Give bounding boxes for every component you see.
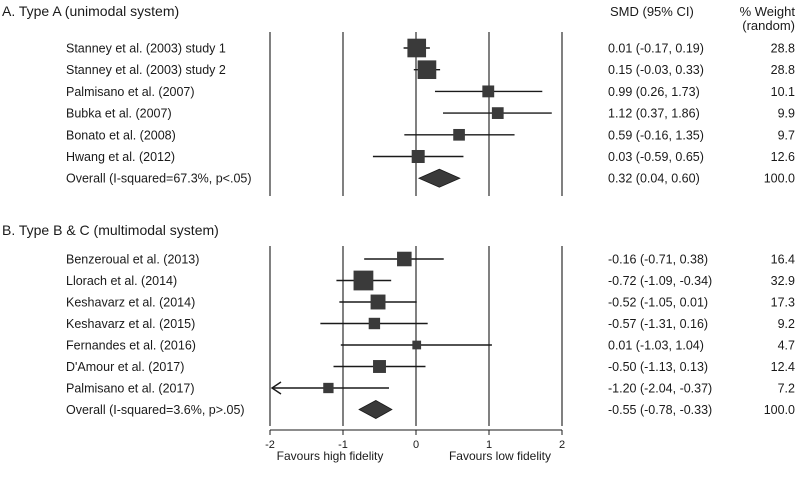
overall-weight: 100.0 <box>764 403 795 417</box>
study-weight: 17.3 <box>771 296 795 310</box>
favours-right-label: Favours low fidelity <box>449 449 551 463</box>
study-weight: 28.8 <box>771 42 795 56</box>
study-weight: 12.6 <box>771 150 795 164</box>
study-label: Bubka et al. (2007) <box>66 107 172 121</box>
overall-weight: 100.0 <box>764 172 795 186</box>
overall-diamond <box>417 168 461 188</box>
weight-column-header-line2: (random) <box>742 18 795 33</box>
study-label: Benzeroual et al. (2013) <box>66 253 199 267</box>
x-axis: -2 -1 0 1 2 <box>265 429 565 451</box>
study-label: Keshavarz et al. (2014) <box>66 296 195 310</box>
x-tick-label: 0 <box>413 439 419 451</box>
overall-label: Overall (I-squared=3.6%, p>.05) <box>66 403 245 417</box>
study-ci-text: 0.59 (-0.16, 1.35) <box>608 128 704 142</box>
study-ci-text: -0.72 (-1.09, -0.34) <box>608 274 712 288</box>
study-ci-text: -0.50 (-1.13, 0.13) <box>608 360 708 374</box>
study-ci-text: -0.16 (-0.71, 0.38) <box>608 253 708 267</box>
study-ci-text: 0.01 (-1.03, 1.04) <box>608 339 704 353</box>
study-label: Bonato et al. (2008) <box>66 128 176 142</box>
study-weight: 12.4 <box>771 360 795 374</box>
weight-square <box>370 294 386 310</box>
x-tick-label: -2 <box>265 439 275 451</box>
weight-square <box>407 38 427 58</box>
study-ci-text: 1.12 (0.37, 1.86) <box>608 107 700 121</box>
x-tick-label: -1 <box>338 439 348 451</box>
study-weight: 28.8 <box>771 63 795 77</box>
weight-square <box>373 360 386 373</box>
study-label: D'Amour et al. (2017) <box>66 360 184 374</box>
study-weight: 4.7 <box>778 339 795 353</box>
study-label: Stanney et al. (2003) study 1 <box>66 42 226 56</box>
study-weight: 9.7 <box>778 128 795 142</box>
overall-diamond <box>358 400 393 419</box>
weight-square <box>411 149 425 164</box>
study-weight: 10.1 <box>771 85 795 99</box>
study-weight: 32.9 <box>771 274 795 288</box>
weight-square <box>397 251 412 267</box>
study-label: Keshavarz et al. (2015) <box>66 317 195 331</box>
study-ci-text: 0.03 (-0.59, 0.65) <box>608 150 704 164</box>
study-label: Hwang et al. (2012) <box>66 150 175 164</box>
panel-b: Benzeroual et al. (2013) -0.16 (-0.71, 0.… <box>66 246 795 426</box>
study-ci-text: 0.15 (-0.03, 0.33) <box>608 63 704 77</box>
ci-arrow-left <box>270 381 282 395</box>
x-tick-label: 1 <box>486 439 492 451</box>
study-weight: 9.9 <box>778 107 795 121</box>
weight-square <box>353 270 374 291</box>
study-ci-text: 0.01 (-0.17, 0.19) <box>608 42 704 56</box>
weight-column-header-line1: % Weight <box>740 4 796 19</box>
study-ci-text: -0.57 (-1.31, 0.16) <box>608 317 708 331</box>
study-label: Llorach et al. (2014) <box>66 274 177 288</box>
overall-ci-text: -0.55 (-0.78, -0.33) <box>608 403 712 417</box>
study-ci-text: 0.99 (0.26, 1.73) <box>608 85 700 99</box>
x-tick-label: 2 <box>559 439 565 451</box>
weight-square <box>417 60 437 80</box>
panel-a-title: A. Type A (unimodal system) <box>2 3 179 19</box>
weight-square <box>412 340 422 350</box>
weight-square <box>453 128 465 141</box>
weight-square <box>491 107 504 119</box>
study-label: Fernandes et al. (2016) <box>66 339 196 353</box>
overall-ci-text: 0.32 (0.04, 0.60) <box>608 172 700 186</box>
panel-b-title: B. Type B & C (multimodal system) <box>2 222 219 238</box>
study-label: Palmisano et al. (2017) <box>66 382 195 396</box>
weight-square <box>482 85 495 98</box>
study-weight: 9.2 <box>778 317 795 331</box>
effect-column-header: SMD (95% CI) <box>610 4 694 19</box>
weight-square <box>323 382 334 394</box>
panel-a: Stanney et al. (2003) study 1 0.01 (-0.17… <box>66 32 795 196</box>
study-weight: 7.2 <box>778 382 795 396</box>
study-label: Palmisano et al. (2007) <box>66 85 195 99</box>
study-label: Stanney et al. (2003) study 2 <box>66 63 226 77</box>
study-weight: 16.4 <box>771 253 795 267</box>
study-ci-text: -1.20 (-2.04, -0.37) <box>608 382 712 396</box>
favours-left-label: Favours high fidelity <box>277 449 384 463</box>
weight-square <box>368 317 381 330</box>
study-ci-text: -0.52 (-1.05, 0.01) <box>608 296 708 310</box>
overall-label: Overall (I-squared=67.3%, p<.05) <box>66 172 252 186</box>
